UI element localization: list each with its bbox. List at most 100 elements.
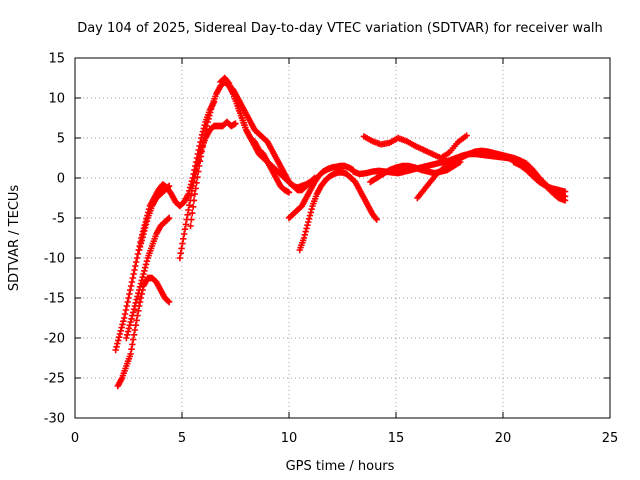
point-arc-3-3-2: [137, 280, 145, 287]
point-arc-4-0-4: [139, 234, 146, 241]
point-arc-1-4-3: [132, 262, 139, 270]
point-arc-6-3-2: [201, 130, 209, 138]
point-arc-3-4-1: [141, 267, 148, 274]
point-arc-10-1-4: [304, 222, 311, 229]
point-arc-1-5-0: [133, 254, 141, 262]
point-arc-1-0-0: [112, 346, 119, 354]
series-arc-5: [176, 118, 239, 262]
point-arc-1-3-0: [125, 294, 132, 302]
point-arc-10-1-1: [301, 231, 309, 238]
point-arc-1-3-1: [126, 290, 133, 298]
point-arc-3-1-0: [127, 318, 134, 326]
y-tick-label-4: -10: [44, 252, 65, 267]
point-arc-4-1-1: [141, 227, 148, 234]
x-tick-label-4: 20: [495, 431, 512, 446]
point-arc-1-3-4: [128, 278, 136, 286]
plot-frame: [74, 57, 611, 419]
point-arc-5-0-1: [177, 250, 184, 257]
point-arc-1-2-0: [121, 314, 128, 322]
point-arc-1-4-4: [133, 258, 140, 266]
point-arc-3-2-2: [133, 296, 140, 303]
point-arc-6-4-0: [204, 118, 211, 126]
point-arc-8-16-0: [285, 189, 293, 196]
point-arc-10-2-0: [305, 218, 312, 226]
point-arc-1-4-2: [131, 266, 138, 274]
point-arc-3-4-0: [140, 270, 147, 278]
point-arc-3-2-0: [131, 302, 139, 310]
series-arc-8: [217, 74, 293, 196]
point-arc-5-2-4: [188, 187, 196, 194]
point-arc-6-4-1: [205, 115, 212, 122]
point-arc-6-2-0: [195, 162, 203, 170]
point-arc-3-3-3: [138, 277, 145, 284]
point-arc-10-2-3: [307, 209, 315, 216]
x-tick-label-1: 5: [178, 431, 186, 446]
x-axis-label: GPS time / hours: [286, 459, 395, 474]
point-arc-1-2-1: [121, 310, 129, 318]
point-arc-5-1-2: [182, 221, 190, 228]
point-arc-4-1-4: [143, 218, 151, 225]
x-tick-label-2: 10: [281, 431, 298, 446]
point-arc-3-4-4: [143, 258, 151, 265]
point-arc-6-3-1: [201, 134, 208, 142]
point-arc-6-0-3: [189, 203, 197, 210]
point-arc-3-1-2: [129, 312, 136, 319]
point-arc-4-1-3: [142, 221, 150, 228]
point-arc-6-3-3: [202, 126, 210, 134]
point-arc-12-12-0: [463, 132, 470, 139]
point-arc-14-14-0: [457, 158, 464, 166]
point-arc-2-3-2: [129, 341, 136, 348]
point-arc-6-0-2: [189, 210, 196, 217]
x-tick-label-3: 15: [388, 431, 405, 446]
y-tick-label-2: -20: [44, 332, 65, 347]
series-arc-9: [285, 162, 357, 222]
point-arc-1-3-2: [127, 286, 134, 294]
series-arc-10: [296, 169, 380, 254]
point-arc-10-1-3: [303, 225, 310, 232]
y-tick-label-3: -15: [44, 292, 65, 307]
point-arc-1-2-3: [123, 302, 130, 310]
point-arc-5-0-2: [178, 245, 185, 252]
point-arc-6-4-4: [207, 106, 215, 113]
point-arc-2-12-0: [165, 298, 173, 306]
point-arc-3-0-0: [123, 334, 130, 342]
point-arc-1-0-1: [113, 343, 120, 350]
point-arc-1-1-1: [117, 327, 124, 334]
point-arc-2-4-2: [133, 317, 140, 324]
point-arc-6-1-4: [195, 168, 202, 175]
x-tick-label-5: 25: [602, 431, 619, 446]
point-arc-6-1-2: [193, 179, 200, 186]
point-arc-6-3-4: [203, 122, 211, 130]
point-arc-1-5-1: [134, 250, 142, 258]
point-arc-3-10-0: [165, 214, 173, 222]
point-arc-3-0-1: [124, 331, 131, 338]
point-arc-1-2-4: [124, 298, 131, 306]
point-arc-1-2-2: [122, 306, 130, 314]
point-arc-1-3-3: [127, 282, 135, 290]
point-arc-2-3-1: [128, 346, 135, 353]
series-arc-2: [114, 274, 173, 390]
point-arc-5-2-0: [185, 206, 192, 214]
point-arc-1-1-0: [116, 330, 124, 338]
x-tick-label-0: 0: [71, 431, 79, 446]
point-arc-1-1-3: [119, 321, 126, 328]
tick-labels: 0 5 10 15 20 25 -30 -25 -20 -15 -10 -5 0 5 10 15: [44, 52, 619, 447]
series-arc-6: [187, 78, 314, 230]
point-arc-10-2-4: [308, 206, 315, 213]
y-tick-label-7: 5: [57, 132, 65, 147]
point-arc-5-13-0: [232, 120, 239, 127]
y-tick-label-6: 0: [57, 172, 65, 187]
point-arc-3-0-2: [124, 328, 132, 335]
point-arc-4-1-2: [141, 224, 149, 231]
point-arc-1-0-4: [115, 334, 123, 341]
y-tick-label-0: -30: [44, 412, 65, 427]
point-arc-3-1-4: [130, 306, 138, 313]
point-arc-6-4-2: [206, 112, 213, 119]
point-arc-6-1-3: [194, 174, 201, 181]
series-arc-4: [136, 182, 173, 254]
point-arc-5-0-4: [180, 235, 187, 242]
point-arc-6-0-0: [187, 222, 194, 230]
point-arc-2-4-4: [135, 307, 142, 314]
point-arc-3-2-4: [135, 290, 142, 297]
point-arc-10-17-4: [372, 215, 380, 222]
